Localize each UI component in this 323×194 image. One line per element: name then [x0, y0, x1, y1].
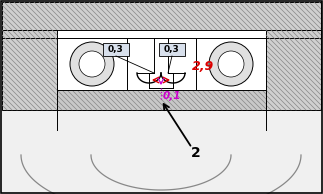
- Bar: [2, 2, 321, 30]
- Bar: [196, 38, 266, 90]
- Text: 2: 2: [191, 146, 201, 160]
- Bar: [127, 38, 196, 90]
- Text: 0,3: 0,3: [108, 45, 124, 54]
- Bar: [103, 43, 129, 56]
- Bar: [266, 30, 321, 110]
- Circle shape: [70, 42, 114, 86]
- Text: 2,9: 2,9: [192, 61, 214, 74]
- Circle shape: [218, 51, 244, 77]
- Circle shape: [209, 42, 253, 86]
- Bar: [57, 38, 266, 110]
- Text: 0,1: 0,1: [163, 91, 182, 101]
- Bar: [57, 88, 266, 110]
- Text: 0,3: 0,3: [164, 45, 180, 54]
- Bar: [2, 30, 321, 38]
- Bar: [57, 38, 127, 90]
- Bar: [2, 30, 57, 110]
- Bar: [159, 43, 185, 56]
- Circle shape: [79, 51, 105, 77]
